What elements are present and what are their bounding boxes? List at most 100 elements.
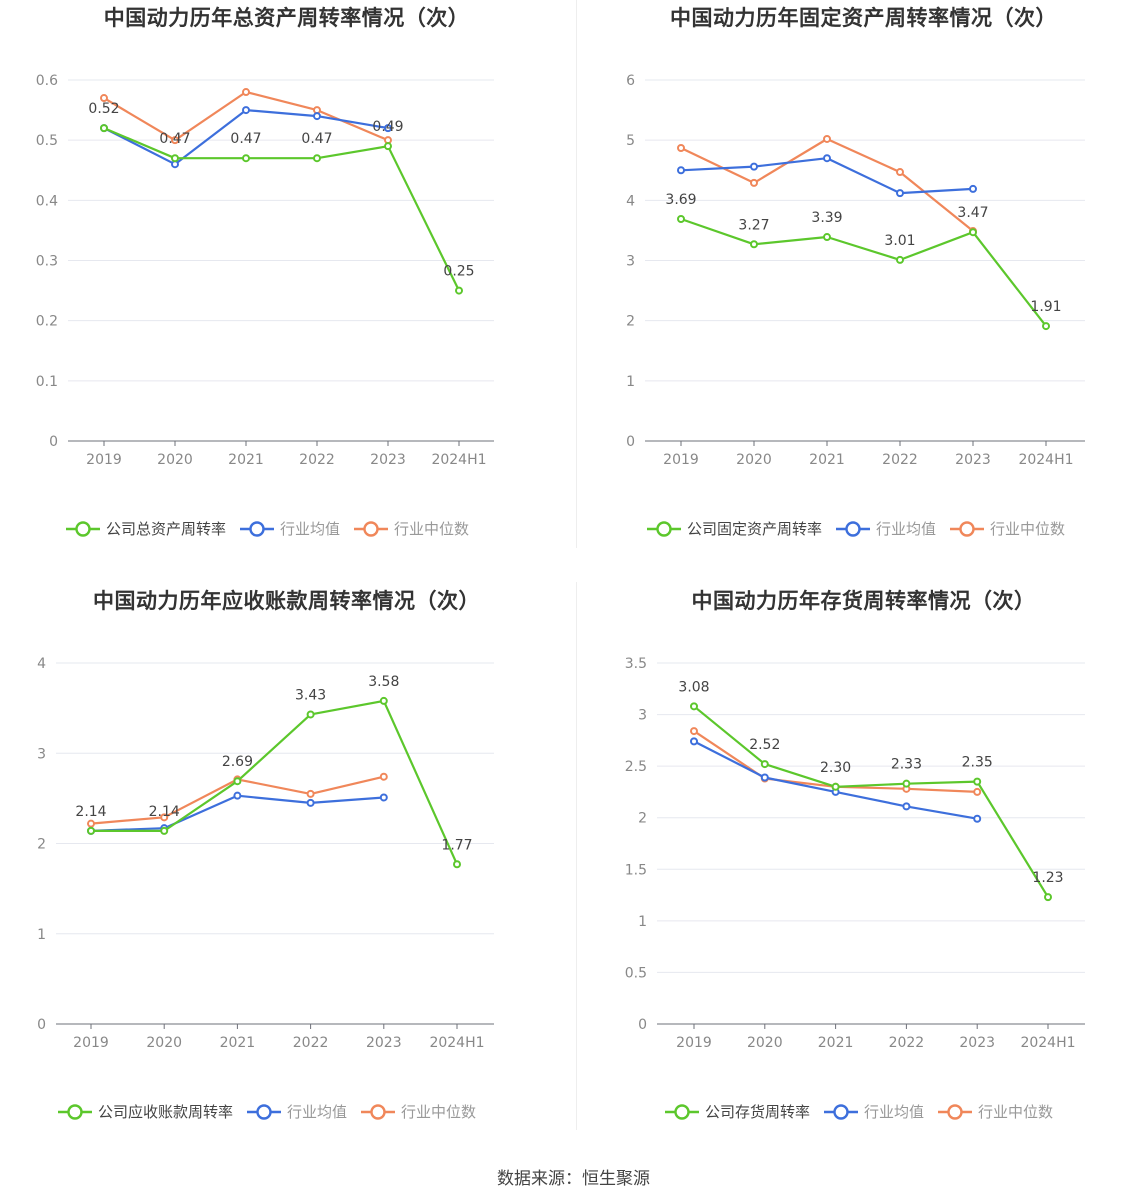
legend-label: 行业中位数 — [978, 1103, 1054, 1121]
data-point-industry_median — [677, 143, 685, 152]
chart-title: 中国动力历年存货周转率情况（次） — [691, 589, 1036, 613]
data-point-industry_median — [823, 134, 831, 143]
y-tick-label: 1 — [37, 927, 46, 943]
data-label: 3.01 — [884, 233, 915, 249]
x-tick-label: 2022 — [293, 1035, 329, 1051]
data-label: 1.77 — [441, 837, 472, 853]
legend-marker-dot — [75, 520, 91, 537]
data-point-company — [677, 214, 685, 223]
data-point-industry_median — [160, 813, 169, 822]
x-tick-label: 2019 — [676, 1035, 712, 1051]
legend-item-industry_avg[interactable]: 行业均值 — [240, 518, 340, 539]
data-source-note: 数据来源：恒生聚源 — [497, 1169, 650, 1189]
legend-item-industry_median[interactable]: 行业中位数 — [938, 1101, 1053, 1122]
data-label: 1.23 — [1032, 870, 1063, 886]
data-point-company — [1042, 322, 1050, 331]
legend-label: 行业中位数 — [394, 520, 470, 538]
x-tick-label: 2022 — [889, 1035, 925, 1051]
data-point-company — [384, 142, 392, 151]
data-point-industry_median — [896, 168, 904, 177]
data-point-company — [453, 860, 461, 869]
data-point-company — [973, 777, 982, 786]
y-tick-label: 3 — [626, 254, 635, 270]
panel-divider — [576, 582, 577, 1130]
series-line-industry_avg — [680, 157, 974, 195]
legend-item-industry_avg[interactable]: 行业均值 — [824, 1101, 924, 1122]
y-tick-label: 0.2 — [36, 314, 58, 330]
data-label: 2.14 — [149, 804, 180, 820]
data-point-company — [831, 782, 840, 791]
y-tick-label: 2 — [626, 314, 635, 330]
chart-plot: 0 1 2 3 4 2019 2020 2021 2022 2023 2024H1 2.14 2.14 2… — [37, 656, 494, 1051]
x-tick-label: 2021 — [809, 452, 845, 468]
legend-marker-dot — [363, 520, 379, 537]
data-point-company — [690, 702, 698, 711]
data-point-industry_median — [306, 789, 315, 798]
data-point-industry_median — [171, 136, 179, 145]
legend-marker-dot — [67, 1103, 83, 1120]
x-tick-label: 2021 — [220, 1035, 256, 1051]
data-label: 0.47 — [159, 131, 190, 147]
x-tick-label: 2020 — [157, 452, 193, 468]
data-point-industry_avg — [233, 791, 242, 800]
data-point-industry_avg — [750, 162, 758, 171]
y-tick-label: 0 — [638, 1017, 647, 1033]
legend-marker-icon — [836, 520, 871, 537]
legend-item-company[interactable]: 公司存货周转率 — [665, 1101, 810, 1122]
legend-marker-dot — [947, 1103, 963, 1120]
data-point-company — [87, 826, 95, 835]
legend-item-industry_avg[interactable]: 行业均值 — [836, 518, 936, 539]
legend-marker-icon — [824, 1103, 859, 1120]
legend-label: 行业均值 — [280, 520, 341, 538]
chart-legend: 公司总资产周转率 行业均值 行业中位数 — [66, 518, 469, 539]
data-point-industry_avg — [823, 154, 831, 163]
chart-panel-inventory-turnover: 中国动力历年存货周转率情况（次） 0 0.5 1 1.5 2 2.5 3 3.5 2019 202… — [577, 583, 1147, 1164]
legend-marker-dot — [833, 1103, 849, 1120]
legend-label: 行业均值 — [864, 1103, 925, 1121]
data-point-company — [100, 124, 108, 133]
legend-item-company[interactable]: 公司总资产周转率 — [66, 518, 226, 539]
data-point-industry_avg — [969, 184, 977, 193]
legend-label: 行业中位数 — [990, 520, 1066, 538]
data-point-company — [760, 760, 769, 769]
legend-label: 行业均值 — [287, 1103, 348, 1121]
data-point-industry_avg — [379, 793, 388, 802]
y-tick-label: 0.5 — [625, 965, 647, 981]
data-point-industry_median — [379, 772, 388, 781]
data-point-industry_avg — [242, 106, 250, 115]
data-label: 3.39 — [811, 210, 842, 226]
y-tick-label: 3 — [638, 708, 647, 724]
y-tick-label: 0 — [49, 434, 58, 450]
x-tick-label: 2021 — [818, 1035, 854, 1051]
data-label: 3.27 — [738, 217, 769, 233]
legend-item-industry_median[interactable]: 行业中位数 — [354, 518, 469, 539]
series-line-company — [103, 127, 460, 292]
legend-marker-dot — [674, 1103, 690, 1120]
legend-item-company[interactable]: 公司应收账款周转率 — [58, 1101, 233, 1122]
data-point-industry_avg — [973, 814, 982, 823]
y-tick-label: 0 — [37, 1017, 46, 1033]
chart-panel-fixed-asset-turnover: 中国动力历年固定资产周转率情况（次） 0 1 2 3 4 5 6 2019 2020 2021 20… — [577, 0, 1147, 581]
data-label: 1.91 — [1030, 299, 1061, 315]
data-point-company — [233, 777, 242, 786]
legend-marker-icon — [950, 520, 985, 537]
legend-item-industry_avg[interactable]: 行业均值 — [247, 1101, 347, 1122]
legend-item-industry_median[interactable]: 行业中位数 — [950, 518, 1065, 539]
legend-item-company[interactable]: 公司固定资产周转率 — [647, 518, 822, 539]
legend-label: 公司应收账款周转率 — [98, 1103, 234, 1121]
x-tick-label: 2023 — [370, 452, 406, 468]
data-point-company — [455, 286, 463, 295]
series-line-company — [91, 699, 459, 865]
x-tick-label: 2020 — [146, 1035, 182, 1051]
legend-item-industry_median[interactable]: 行业中位数 — [361, 1101, 476, 1122]
chart-plot: 0 0.5 1 1.5 2 2.5 3 3.5 2019 2020 2021 2022 2023 2024… — [625, 656, 1085, 1051]
data-point-company — [379, 696, 388, 705]
x-tick-label: 2020 — [747, 1035, 783, 1051]
x-tick-label: 2024H1 — [429, 1035, 484, 1051]
data-point-company — [969, 228, 977, 237]
y-tick-label: 4 — [626, 193, 635, 209]
y-tick-label: 0.5 — [36, 133, 58, 149]
data-label: 2.30 — [820, 760, 851, 776]
data-point-industry_avg — [313, 112, 321, 121]
y-tick-label: 2 — [638, 811, 647, 827]
